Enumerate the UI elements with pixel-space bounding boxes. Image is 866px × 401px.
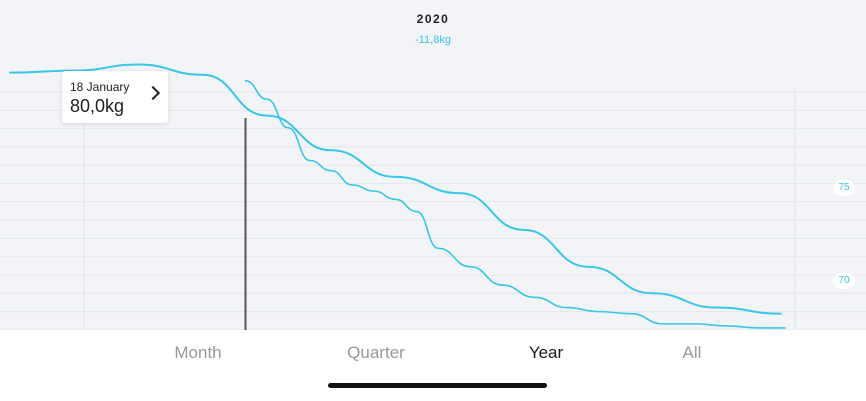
tooltip-value: 80,0kg — [70, 96, 125, 116]
tab-quarter[interactable]: Quarter — [347, 343, 405, 362]
tooltip-date: 18 January — [70, 80, 130, 94]
y-tick-label: 75 — [833, 180, 855, 196]
selected-point-tooltip[interactable]: 18 January 80,0kg — [62, 71, 168, 123]
home-indicator — [328, 383, 547, 388]
weight-chart[interactable] — [0, 0, 866, 330]
chevron-right-icon[interactable] — [145, 85, 161, 101]
tab-month[interactable]: Month — [174, 343, 222, 362]
y-tick-label: 70 — [833, 273, 855, 289]
range-tab-bar: Month Quarter Year All — [0, 330, 866, 401]
tab-all[interactable]: All — [682, 343, 702, 362]
daily-weight-line — [244, 80, 786, 329]
tab-year[interactable]: Year — [528, 343, 564, 362]
chart-area[interactable] — [0, 0, 866, 330]
trend-line — [9, 63, 782, 315]
chart-year-title: 2020 — [416, 12, 450, 26]
weight-delta: -11,8kg — [415, 34, 451, 46]
